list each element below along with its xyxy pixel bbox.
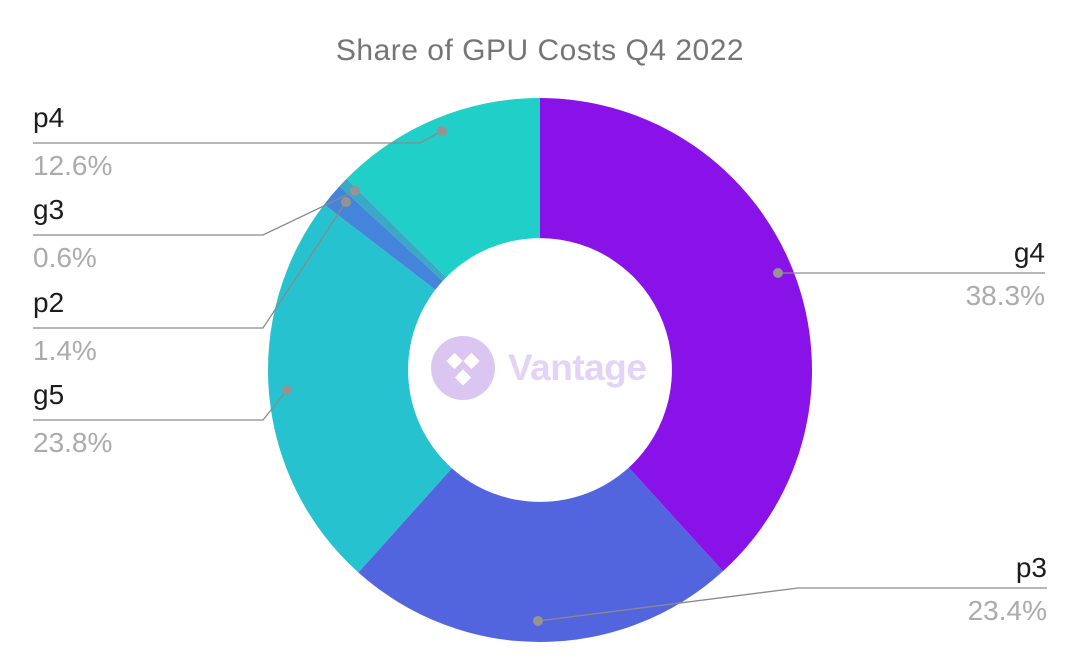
leader-dot-g3 (350, 186, 360, 196)
slice-pct-g3: 0.6% (33, 242, 97, 273)
leader-dot-g4 (773, 268, 783, 278)
leader-line-g3 (33, 190, 356, 236)
slice-pct-p3: 23.4% (967, 595, 1047, 626)
slice-label-p4: p4 (33, 102, 65, 133)
leader-line-p2 (33, 201, 347, 329)
donut-slice-p3[interactable] (358, 467, 723, 642)
leader-dot-g5 (282, 385, 292, 395)
donut-slice-g5[interactable] (268, 204, 452, 573)
slice-pct-p2: 1.4% (33, 335, 97, 366)
leader-dot-p2 (341, 197, 351, 207)
chart-title: Share of GPU Costs Q4 2022 (335, 34, 745, 67)
leader-dot-p4 (437, 126, 447, 136)
vantage-logo-icon (431, 336, 495, 400)
slice-label-p2: p2 (33, 287, 65, 318)
vantage-watermark: Vantage (431, 336, 647, 400)
slice-label-g5: g5 (33, 379, 65, 410)
leader-line-p4 (33, 130, 443, 144)
donut-slice-g3[interactable] (339, 178, 447, 281)
slice-pct-p4: 12.6% (33, 150, 113, 181)
donut-slice-g4[interactable] (540, 98, 812, 572)
slice-pct-g5: 23.8% (33, 427, 113, 458)
leader-line-p3 (537, 587, 1047, 622)
leader-dot-p3 (533, 616, 543, 626)
leader-line-g5 (33, 389, 288, 421)
slice-label-g3: g3 (33, 194, 65, 225)
vantage-watermark-text: Vantage (508, 347, 647, 388)
slice-label-p3: p3 (1015, 552, 1047, 583)
slice-label-g4: g4 (1013, 237, 1045, 268)
slice-pct-g4: 38.3% (965, 280, 1045, 311)
donut-slice-p2[interactable] (324, 186, 443, 290)
